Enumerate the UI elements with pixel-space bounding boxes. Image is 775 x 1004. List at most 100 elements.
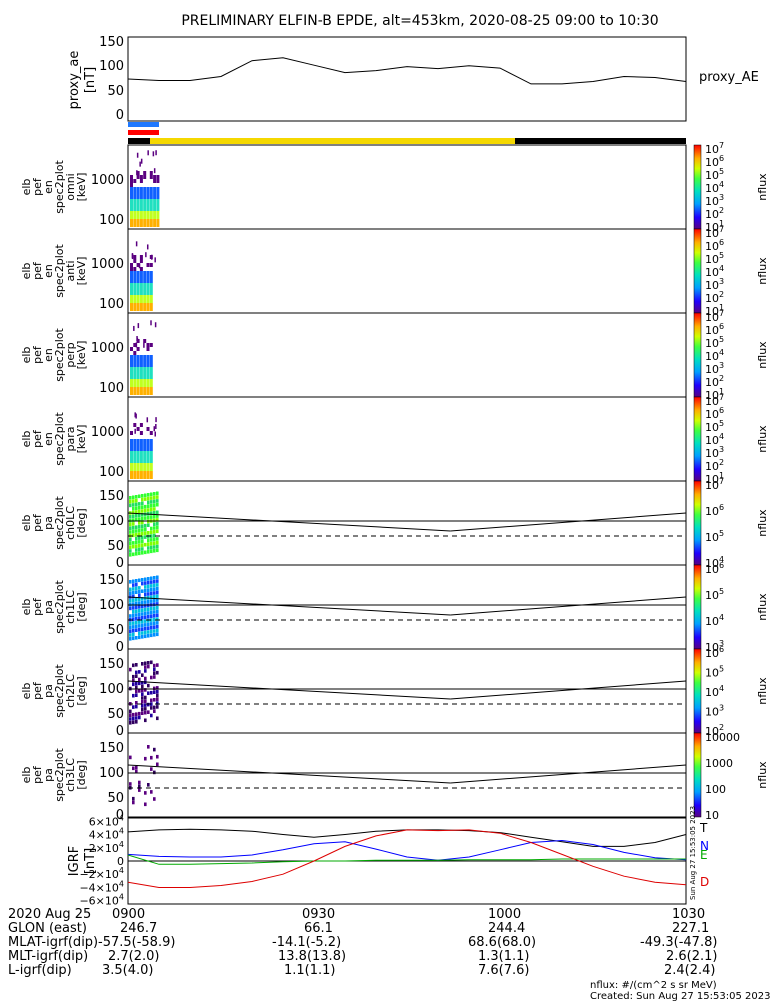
igrf-ytick: −2×104 <box>79 866 124 881</box>
igrf-ytick: 6×104 <box>89 813 124 828</box>
colorbar-tick: 106 <box>705 561 724 576</box>
flag-bar-black-right <box>515 138 686 144</box>
loss-cone-line <box>450 680 687 700</box>
footer-row-glon: GLON (east) 246.7 66.1 244.4 227.1 <box>8 922 768 936</box>
panel-frame <box>127 648 687 734</box>
colorbar-tick: 102 <box>705 723 724 738</box>
panel-ylabel: pef <box>31 765 44 784</box>
footer-value: 13.8(13.8) <box>278 949 347 964</box>
colorbar <box>693 144 702 230</box>
plot-canvas: PRELIMINARY ELFIN-B EPDE, alt=453km, 202… <box>20 13 769 905</box>
footer-value: 1.3(1.1) <box>478 949 530 964</box>
panel-ylabel: ch0LC <box>64 506 77 540</box>
colorbar-label: nflux <box>756 677 769 705</box>
panel-ylabel: pef <box>31 261 44 280</box>
loss-cone-line <box>127 512 451 532</box>
panel-frame <box>127 312 687 398</box>
footer-value: 227.1 <box>672 921 710 936</box>
colorbar-tick: 105 <box>705 665 724 680</box>
panel-ytick: 50 <box>107 539 124 554</box>
panel-ylabel: spec2plot <box>53 496 66 550</box>
igrf-legend-D: D <box>700 875 709 889</box>
panel-ytick: 1000 <box>91 257 124 272</box>
panel-frame <box>127 732 687 818</box>
panel-ylabel: pef <box>31 597 44 616</box>
igrf-ytick: −4×104 <box>79 879 124 894</box>
panel-ytick: 1000 <box>91 173 124 188</box>
colorbar-tick: 105 <box>705 251 724 266</box>
colorbar-tick: 104 <box>705 348 724 363</box>
xtick-1030-label: 1030 <box>672 907 706 922</box>
panel-frame <box>127 396 687 482</box>
footer-value: 2.4(2.4) <box>664 963 716 978</box>
panel-ylabel: ch2LC <box>64 674 77 708</box>
igrf-legend-T: T <box>699 821 708 835</box>
colorbar-label: nflux <box>756 509 769 537</box>
colorbar-tick: 107 <box>705 225 724 240</box>
panel-frame <box>127 480 687 566</box>
panel-ytick: 50 <box>107 791 124 806</box>
colorbar-tick: 105 <box>705 419 724 434</box>
panel-ylabel: pef <box>31 429 44 448</box>
footer-row-mlat: MLAT-igrf(dip) -57.5(-58.9) -14.1(-5.2) … <box>8 936 768 950</box>
footer-label: MLAT-igrf(dip) <box>8 935 99 950</box>
igrf-ytick: −6×104 <box>79 893 124 905</box>
panel-ylabel: spec2plot <box>53 412 66 466</box>
igrf-N-line <box>127 839 687 861</box>
footer-value: 2.7(2.0) <box>108 949 160 964</box>
spectrogram-data <box>129 660 159 725</box>
units-note: nflux: #/(cm^2 s sr MeV) <box>590 980 717 991</box>
panel-ylabel: en <box>42 432 55 446</box>
panel-ytick: 100 <box>99 381 124 396</box>
colorbar-tick: 103 <box>705 704 724 719</box>
footer-date: 2020 Aug 25 <box>8 907 92 922</box>
panel-ytick: 0 <box>116 640 124 655</box>
colorbar-tick: 106 <box>705 503 724 518</box>
xtick-0900-label: 0900 <box>112 907 146 922</box>
colorbar-tick: 102 <box>705 290 724 305</box>
footer-value: 66.1 <box>304 921 333 936</box>
footer-value: -14.1(-5.2) <box>272 935 342 950</box>
footer-label: L-igrf(dip) <box>8 963 72 978</box>
panel-frame <box>127 228 687 314</box>
footer-value: 246.7 <box>120 921 158 936</box>
units-note-row: nflux: #/(cm^2 s sr MeV) <box>8 979 768 991</box>
colorbar-tick: 106 <box>705 238 724 253</box>
colorbar-tick: 105 <box>705 167 724 182</box>
colorbar <box>693 312 702 398</box>
panel-ytick: 100 <box>99 598 124 613</box>
loss-cone-line <box>450 764 687 784</box>
colorbar-tick: 103 <box>705 445 724 460</box>
panel-ylabel: en <box>42 180 55 194</box>
panel-ylabel: [deg] <box>75 760 88 789</box>
panel-ylabel: pef <box>31 513 44 532</box>
panel-ylabel: perp <box>64 342 77 367</box>
footer-label: MLT-igrf(dip) <box>8 949 89 964</box>
colorbar-tick: 104 <box>705 613 724 628</box>
colorbar-tick: 106 <box>705 154 724 169</box>
panel-ylabel: elb <box>20 179 33 196</box>
panel-ytick: 50 <box>107 707 124 722</box>
flag-bar-black-left <box>128 138 150 144</box>
footer-value: 244.4 <box>488 921 526 936</box>
colorbar-label: nflux <box>756 341 769 369</box>
footer-value: 1.1(1.1) <box>284 963 336 978</box>
panel-ylabel: [deg] <box>75 676 88 705</box>
colorbar-label: nflux <box>756 425 769 453</box>
igrf-ytick: 0 <box>117 855 124 868</box>
colorbar-tick: 104 <box>705 684 724 699</box>
colorbar-tick: 101 <box>705 471 724 486</box>
colorbar-tick: 10 <box>705 809 719 822</box>
panel-ylabel: elb <box>20 515 33 532</box>
colorbar-tick: 106 <box>705 322 724 337</box>
spectrogram-data <box>129 491 159 557</box>
panel-frame <box>127 144 687 230</box>
footer-row-l: L-igrf(dip) 3.5(4.0) 1.1(1.1) 7.6(7.6) 2… <box>8 964 768 978</box>
proxy-ae-ytick-100: 100 <box>99 59 124 74</box>
panel-ylabel: en <box>42 264 55 278</box>
footer-value: -57.5(-58.9) <box>98 935 176 950</box>
proxy-ae-line <box>127 57 687 85</box>
footer-value: 2.6(2.1) <box>666 949 718 964</box>
